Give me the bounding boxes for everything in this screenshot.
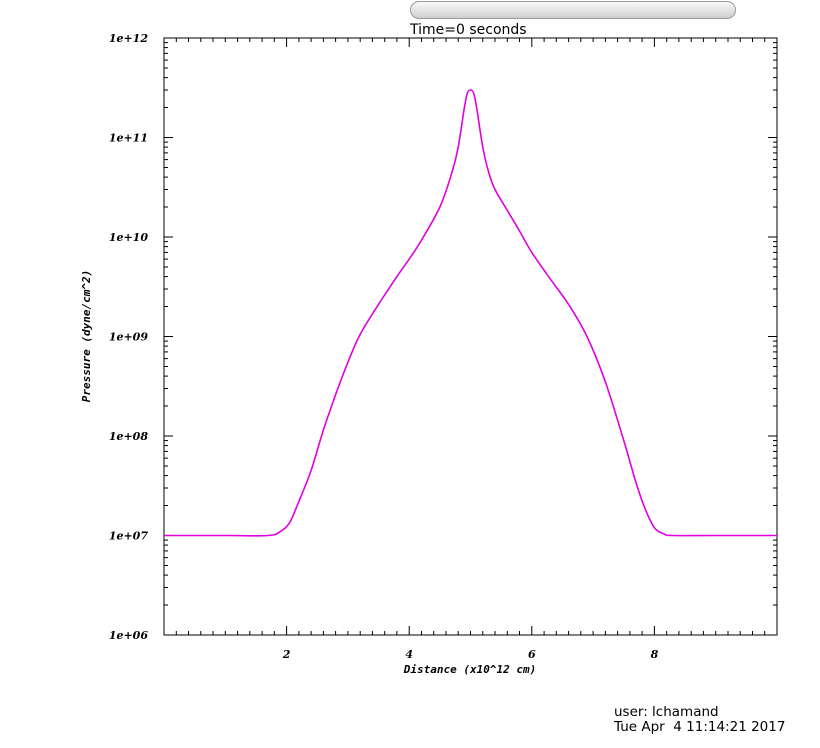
series-line bbox=[164, 89, 777, 537]
y-tick-label: 1e+07 bbox=[109, 530, 149, 543]
user-name: user: lchamand bbox=[614, 704, 719, 720]
y-tick-label: 1e+10 bbox=[109, 231, 149, 244]
y-axis-title: Pressure (dyne/cm^2) bbox=[80, 270, 93, 402]
render-date: Tue Apr 4 11:14:21 2017 bbox=[614, 719, 786, 735]
x-tick-label: 2 bbox=[282, 648, 291, 661]
x-tick-label: 6 bbox=[528, 648, 536, 661]
pressure-chart: 1e+06 1e+07 1e+08 1e+09 1e+10 1e+11 1e+12 2 4 6 8… bbox=[80, 32, 778, 676]
y-tick-label: 1e+09 bbox=[109, 331, 149, 344]
x-tick-label: 8 bbox=[651, 648, 659, 661]
y-tick-label: 1e+08 bbox=[109, 430, 149, 443]
y-tick-label: 1e+06 bbox=[109, 629, 149, 642]
x-axis-title: Distance (x10^12 cm) bbox=[403, 663, 536, 676]
x-tick-label: 4 bbox=[405, 648, 413, 661]
minor-ticks bbox=[164, 38, 777, 635]
x-tick-labels: 2 4 6 8 bbox=[282, 648, 659, 661]
y-tick-labels: 1e+06 1e+07 1e+08 1e+09 1e+10 1e+11 1e+12 bbox=[109, 32, 149, 642]
y-tick-label: 1e+11 bbox=[109, 132, 148, 145]
time-slider[interactable] bbox=[410, 1, 736, 19]
time-label: Time=0 seconds bbox=[410, 22, 527, 38]
plot-frame bbox=[163, 37, 778, 636]
y-tick-label: 1e+12 bbox=[109, 32, 149, 45]
major-ticks bbox=[164, 37, 777, 636]
user-info: user: lchamand Tue Apr 4 11:14:21 2017 bbox=[614, 705, 785, 735]
